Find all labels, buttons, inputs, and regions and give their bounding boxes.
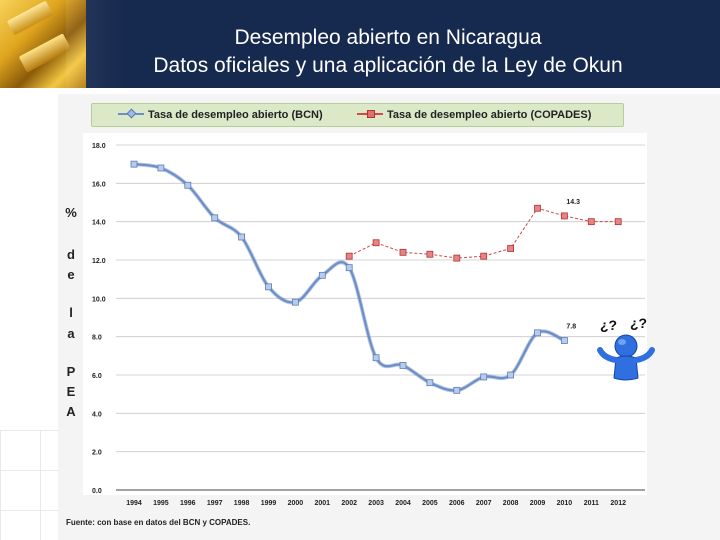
y-tick-label: 2.0 <box>92 450 102 457</box>
x-tick-label: 2001 <box>315 500 331 507</box>
y-tick-label: 16.0 <box>92 181 106 188</box>
series-bcn-point <box>130 160 138 168</box>
x-tick-label: 2006 <box>449 500 465 507</box>
series-bcn-point <box>345 264 353 272</box>
series-bcn-point <box>480 373 488 381</box>
y-tick-label: 4.0 <box>92 411 102 418</box>
series-copades-line <box>348 207 619 259</box>
plot-area <box>83 133 647 495</box>
slide-subtitle: Datos oficiales y una aplicación de la L… <box>153 54 623 77</box>
series-copades-point <box>507 245 515 252</box>
series-bcn-line <box>133 163 565 392</box>
chart-legend: Tasa de desempleo abierto (BCN) Tasa de … <box>91 103 624 127</box>
series-bcn-point <box>372 354 380 362</box>
x-tick-label: 1996 <box>180 500 196 507</box>
series-copades-point <box>453 254 461 262</box>
series-copades-point <box>480 252 488 260</box>
data-label: 14.3 <box>566 199 580 206</box>
series-bcn-point <box>426 379 434 387</box>
legend-label-bcn: Tasa de desempleo abierto (BCN) <box>148 109 323 121</box>
x-tick-label: 2010 <box>557 500 573 507</box>
series-copades-point <box>399 248 407 256</box>
series-bcn-point <box>238 233 246 241</box>
y-tick-label: 8.0 <box>92 335 102 342</box>
y-axis-label-char: e <box>67 267 75 282</box>
x-tick-label: 2009 <box>530 500 546 507</box>
x-tick-label: 1999 <box>261 500 277 507</box>
legend-swatch-bcn <box>118 109 144 119</box>
y-axis-label-char: d <box>67 247 75 262</box>
series-copades-point <box>614 218 622 226</box>
x-tick-label: 1998 <box>234 500 250 507</box>
legend-label-copades: Tasa de desempleo abierto (COPADES) <box>387 109 592 121</box>
source-note: Fuente: con base en datos del BCN y COPA… <box>66 518 251 527</box>
series-bcn-point <box>211 214 219 222</box>
y-tick-label: 14.0 <box>92 220 106 227</box>
y-axis-label-char: P <box>66 364 76 379</box>
series-copades-point <box>587 218 595 226</box>
svg-text:¿?: ¿? <box>600 317 617 333</box>
legend-item-copades: Tasa de desempleo abierto (COPADES) <box>357 108 591 122</box>
x-tick-label: 1994 <box>126 500 142 507</box>
series-bcn-point <box>157 164 165 172</box>
series-copades-point <box>426 250 434 258</box>
x-tick-label: 2004 <box>395 500 411 507</box>
x-tick-label: 2002 <box>341 500 357 507</box>
slide-title: Desempleo abierto en Nicaragua <box>234 26 542 49</box>
data-label: 7.8 <box>566 324 576 331</box>
legend-swatch-copades <box>357 109 383 119</box>
series-bcn-point <box>561 337 568 344</box>
y-tick-label: 10.0 <box>92 296 106 303</box>
x-tick-label: 1997 <box>207 500 223 507</box>
y-tick-label: 0.0 <box>92 488 102 495</box>
series-copades-point <box>372 239 380 247</box>
y-axis-label-char: E <box>66 384 76 399</box>
x-tick-label: 2000 <box>288 500 304 507</box>
x-tick-label: 2008 <box>503 500 519 507</box>
x-tick-label: 2011 <box>584 500 599 507</box>
y-tick-label: 6.0 <box>92 373 102 380</box>
legend-item-bcn: Tasa de desempleo abierto (BCN) <box>118 108 323 122</box>
svg-text:¿?: ¿? <box>630 315 647 331</box>
series-bcn-point <box>399 362 407 369</box>
y-axis-label-char: a <box>67 326 75 341</box>
y-axis-label-char: % <box>65 205 77 220</box>
y-axis-label-char: l <box>69 305 73 320</box>
series-copades-point <box>561 212 568 220</box>
series-bcn-point <box>318 271 326 279</box>
gold-bars-image <box>0 0 86 88</box>
series-bcn-point <box>265 283 272 291</box>
series-bcn-point <box>507 371 515 379</box>
series-bcn-point <box>184 181 192 189</box>
x-tick-label: 2012 <box>610 500 626 507</box>
series-copades-point <box>534 204 541 212</box>
x-tick-label: 2003 <box>368 500 384 507</box>
x-tick-label: 2005 <box>422 500 438 507</box>
x-tick-label: 2007 <box>476 500 492 507</box>
y-tick-label: 12.0 <box>92 258 106 265</box>
slide-header: Desempleo abierto en Nicaragua Datos ofi… <box>0 0 720 88</box>
series-bcn-point <box>453 386 461 394</box>
series-bcn-point <box>291 298 299 306</box>
x-tick-label: 1995 <box>153 500 169 507</box>
confused-person-icon: ¿? ¿? <box>597 315 655 381</box>
series-bcn-point <box>534 329 541 337</box>
y-axis-label-char: A <box>66 404 76 419</box>
series-copades-point <box>345 252 353 260</box>
header-decoration <box>66 0 126 88</box>
y-tick-label: 18.0 <box>92 143 106 150</box>
